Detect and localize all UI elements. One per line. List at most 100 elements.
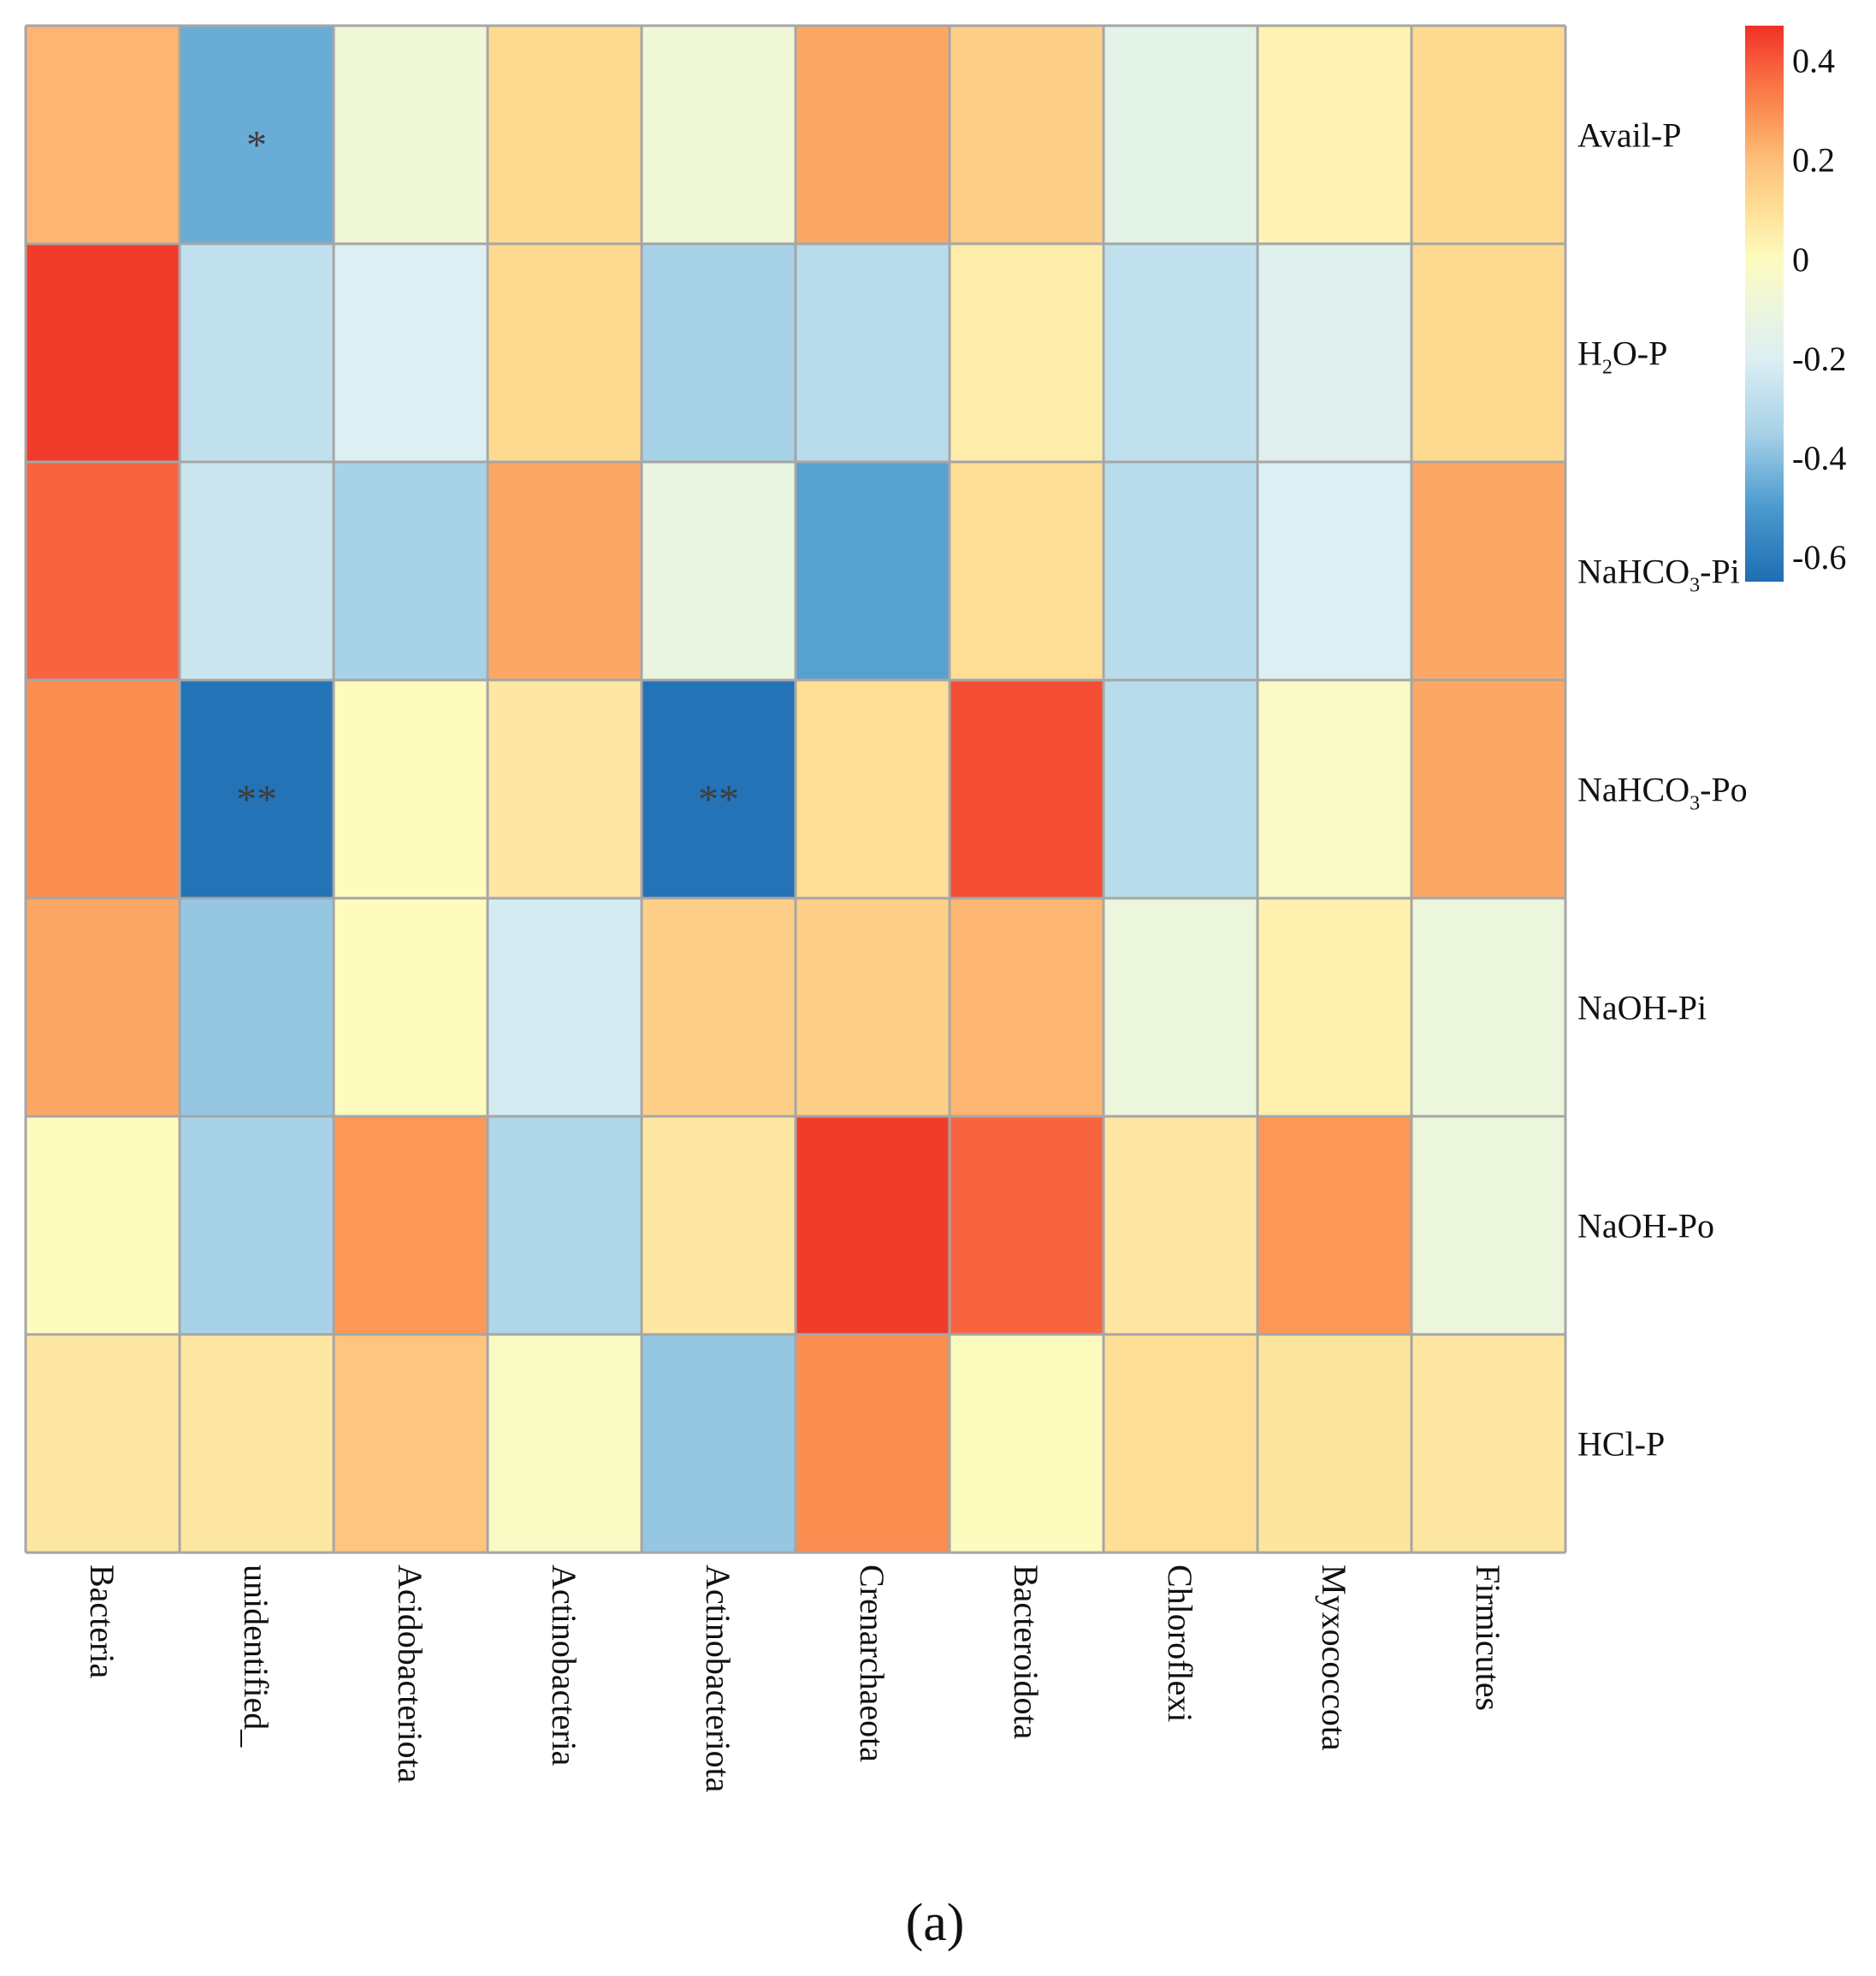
- significance-markers: *** **: [236, 123, 739, 823]
- column-label-bacteria: Bacteria: [83, 1565, 121, 1678]
- cell-naoh-po-chloroflexi: [1104, 1116, 1258, 1334]
- row-label-nahco3-pi: NaHCO3-Pi: [1577, 553, 1740, 597]
- cell-hcl-p-acidobacteriota: [334, 1334, 488, 1553]
- cell-nahco3-pi-crenarchaeota: [796, 462, 950, 680]
- cell-hcl-p-crenarchaeota: [796, 1334, 950, 1553]
- cell-nahco3-pi-bacteroidota: [950, 462, 1104, 680]
- cell-avail-p-bacteria: [26, 26, 180, 244]
- row-label-avail-p: Avail-P: [1577, 116, 1681, 155]
- cell-nahco3-po-acidobacteriota: [334, 680, 488, 898]
- cell-nahco3-po-unidentified: [180, 680, 334, 898]
- cell-nahco3-po-firmicutes: [1411, 680, 1565, 898]
- cell-hcl-p-actinobacteriota: [642, 1334, 796, 1553]
- cell-avail-p-chloroflexi: [1104, 26, 1258, 244]
- cell-nahco3-pi-bacteria: [26, 462, 180, 680]
- cell-hcl-p-bacteroidota: [950, 1334, 1104, 1553]
- color-legend-bar: [1745, 26, 1784, 582]
- cell-naoh-po-bacteroidota: [950, 1116, 1104, 1334]
- cell-nahco3-po-bacteroidota: [950, 680, 1104, 898]
- row-label-naoh-pi: NaOH-Pi: [1577, 989, 1707, 1027]
- row-label-nahco3-po: NaHCO3-Po: [1577, 771, 1748, 815]
- column-labels: Bacteria unidentified_ Acidobacteriota Acti…: [83, 1565, 1507, 1793]
- cell-nahco3-po-bacteria: [26, 680, 180, 898]
- cell-h2o-p-firmicutes: [1411, 244, 1565, 462]
- column-label-actinobacteriota: Actinobacteriota: [699, 1565, 737, 1793]
- cell-h2o-p-chloroflexi: [1104, 244, 1258, 462]
- cell-naoh-pi-chloroflexi: [1104, 898, 1258, 1116]
- cell-h2o-p-actinobacteria: [488, 244, 642, 462]
- cell-naoh-pi-unidentified: [180, 898, 334, 1116]
- cell-naoh-pi-crenarchaeota: [796, 898, 950, 1116]
- row-label-h2o-p: H2O-P: [1577, 334, 1667, 379]
- cell-nahco3-po-chloroflexi: [1104, 680, 1258, 898]
- cell-h2o-p-unidentified: [180, 244, 334, 462]
- cell-nahco3-pi-chloroflexi: [1104, 462, 1258, 680]
- cell-h2o-p-acidobacteriota: [334, 244, 488, 462]
- cell-nahco3-pi-acidobacteriota: [334, 462, 488, 680]
- cell-naoh-pi-actinobacteria: [488, 898, 642, 1116]
- legend-tick-label: -0.4: [1792, 439, 1846, 477]
- column-label-chloroflexi: Chloroflexi: [1161, 1565, 1199, 1722]
- cell-h2o-p-crenarchaeota: [796, 244, 950, 462]
- significance-marker: *: [246, 123, 267, 169]
- cell-avail-p-actinobacteriota: [642, 26, 796, 244]
- cell-naoh-po-myxococcota: [1258, 1116, 1411, 1334]
- cell-hcl-p-actinobacteria: [488, 1334, 642, 1553]
- cell-nahco3-pi-actinobacteria: [488, 462, 642, 680]
- cell-avail-p-crenarchaeota: [796, 26, 950, 244]
- legend-tick-label: 0.2: [1792, 141, 1835, 180]
- row-label-naoh-po: NaOH-Po: [1577, 1207, 1714, 1245]
- significance-marker: **: [698, 778, 739, 823]
- cell-h2o-p-myxococcota: [1258, 244, 1411, 462]
- cell-avail-p-bacteroidota: [950, 26, 1104, 244]
- row-label-hcl-p: HCl-P: [1577, 1425, 1665, 1464]
- row-labels: Avail-P H2O-P NaHCO3-Pi NaHCO3-Po NaOH-Pi NaO…: [1577, 116, 1748, 1464]
- legend-tick-label: 0.4: [1792, 42, 1835, 80]
- cell-naoh-pi-bacteria: [26, 898, 180, 1116]
- cell-nahco3-pi-myxococcota: [1258, 462, 1411, 680]
- heatmap-grid: [24, 24, 1567, 1554]
- cell-nahco3-pi-actinobacteriota: [642, 462, 796, 680]
- cell-naoh-pi-myxococcota: [1258, 898, 1411, 1116]
- cell-hcl-p-myxococcota: [1258, 1334, 1411, 1553]
- cell-naoh-po-bacteria: [26, 1116, 180, 1334]
- significance-marker: **: [236, 778, 277, 823]
- column-label-actinobacteria: Actinobacteria: [545, 1565, 583, 1766]
- cell-naoh-po-firmicutes: [1411, 1116, 1565, 1334]
- cell-h2o-p-bacteria: [26, 244, 180, 462]
- panel-label: (a): [906, 1894, 965, 1952]
- cell-h2o-p-actinobacteriota: [642, 244, 796, 462]
- cell-nahco3-pi-unidentified: [180, 462, 334, 680]
- legend-tick-label: -0.2: [1792, 340, 1846, 378]
- cell-naoh-po-crenarchaeota: [796, 1116, 950, 1334]
- cell-naoh-pi-bacteroidota: [950, 898, 1104, 1116]
- column-label-myxococcota: Myxococcota: [1315, 1565, 1353, 1751]
- cell-naoh-pi-acidobacteriota: [334, 898, 488, 1116]
- cell-hcl-p-unidentified: [180, 1334, 334, 1553]
- cell-nahco3-po-crenarchaeota: [796, 680, 950, 898]
- column-label-bacteroidota: Bacteroidota: [1007, 1565, 1045, 1740]
- column-label-crenarchaeota: Crenarchaeota: [853, 1565, 891, 1762]
- cell-avail-p-myxococcota: [1258, 26, 1411, 244]
- cell-hcl-p-bacteria: [26, 1334, 180, 1553]
- cell-naoh-po-unidentified: [180, 1116, 334, 1334]
- cell-nahco3-pi-firmicutes: [1411, 462, 1565, 680]
- cell-hcl-p-firmicutes: [1411, 1334, 1565, 1553]
- cell-avail-p-firmicutes: [1411, 26, 1565, 244]
- heatmap-cells: [26, 26, 1565, 1553]
- cell-naoh-po-acidobacteriota: [334, 1116, 488, 1334]
- cell-nahco3-po-actinobacteriota: [642, 680, 796, 898]
- legend-tick-label: -0.6: [1792, 538, 1846, 577]
- cell-hcl-p-chloroflexi: [1104, 1334, 1258, 1553]
- cell-naoh-po-actinobacteria: [488, 1116, 642, 1334]
- cell-h2o-p-bacteroidota: [950, 244, 1104, 462]
- column-label-acidobacteriota: Acidobacteriota: [391, 1565, 429, 1784]
- color-legend: 0.4 0.2 0 -0.2 -0.4 -0.6: [1745, 26, 1846, 582]
- cell-nahco3-po-actinobacteria: [488, 680, 642, 898]
- column-label-unidentified: unidentified_: [237, 1565, 275, 1748]
- cell-avail-p-actinobacteria: [488, 26, 642, 244]
- cell-naoh-pi-firmicutes: [1411, 898, 1565, 1116]
- cell-avail-p-unidentified: [180, 26, 334, 244]
- cell-nahco3-po-myxococcota: [1258, 680, 1411, 898]
